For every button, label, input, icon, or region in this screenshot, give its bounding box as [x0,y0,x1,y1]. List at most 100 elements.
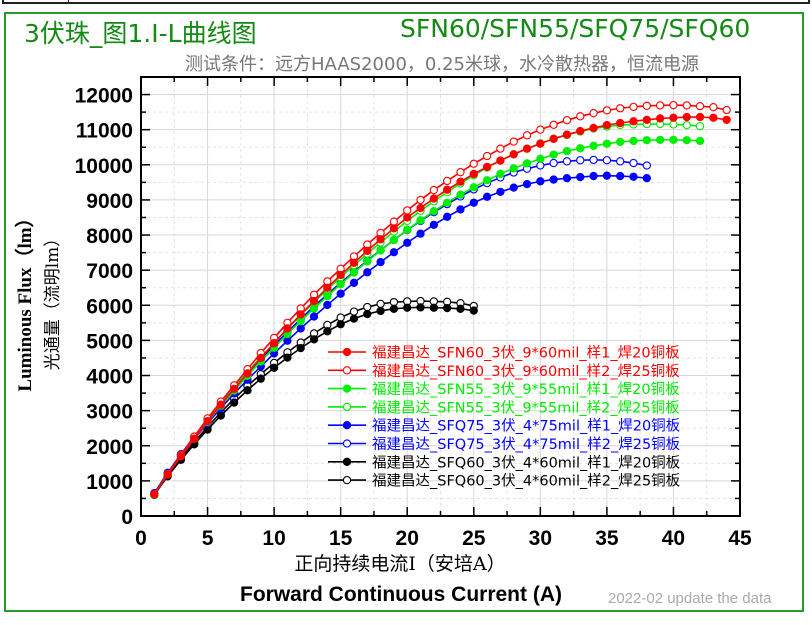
data-point [642,161,651,170]
data-point [389,304,399,313]
data-point [309,312,319,321]
data-point [323,291,332,301]
data-point [230,398,239,407]
data-point [709,103,718,112]
data-point [469,183,478,192]
data-point [669,100,678,110]
data-point [589,109,598,118]
data-point [536,139,545,148]
y-tick-label: 4000 [86,366,133,389]
update-note: 2022-02 update the data [608,590,772,607]
data-point [509,137,518,146]
data-point [283,324,292,333]
data-point [296,343,305,353]
data-point [589,141,598,150]
data-point [416,195,425,205]
data-point [416,229,425,238]
data-point [682,136,691,145]
data-point [469,198,478,207]
data-point [536,125,545,134]
data-point [629,172,638,181]
data-point [682,120,691,130]
data-point [576,156,585,165]
data-point [522,144,532,153]
data-point [309,296,319,306]
data-point [283,353,292,362]
x-tick-label: 0 [135,527,147,550]
data-point [682,112,691,122]
chart-title: 3伏珠_图1.I-L曲线图 [24,19,257,48]
x-tick-label: 20 [396,527,419,550]
series-1 [150,112,731,499]
data-point [443,212,452,221]
legend-label: 福建昌达_SFQ75_3伏_4*75mil_样1_焊20铜板 [372,417,681,435]
data-point [536,161,545,170]
data-point [269,363,279,372]
data-point [416,303,425,312]
chart-models: SFN60/SFN55/SFQ75/SFQ60 [400,14,751,43]
data-point [576,126,585,136]
legend-item: 福建昌达_SFQ60_3伏_4*60mil_样2_焊25铜板 [328,472,681,490]
x-tick-label: 30 [529,527,552,550]
x-tick-label: 15 [329,527,353,550]
y-tick-label: 2000 [86,436,133,459]
data-point [562,116,572,125]
data-point [456,190,465,199]
data-point [203,417,212,426]
data-point [403,238,412,247]
data-point [323,283,332,292]
data-point [522,159,532,168]
data-point [363,302,372,312]
data-point [349,314,359,323]
data-point [642,115,651,124]
data-point [496,144,505,153]
data-point [616,171,625,181]
data-point [482,176,492,185]
data-point [509,164,518,173]
data-point [562,146,572,156]
x-tick-label: 45 [728,527,752,550]
data-point [576,172,585,182]
legend-label: 福建昌达_SFQ75_3伏_4*75mil_样2_焊25铜板 [372,435,681,453]
data-point [389,224,399,233]
data-point [309,304,319,313]
data-point [309,335,319,344]
data-point [456,177,465,186]
data-point [496,156,505,165]
data-point [429,303,438,312]
data-point [549,134,558,143]
data-point [336,289,345,298]
x-axis-label: Forward Continuous Current (A) [240,583,562,606]
data-point [403,213,412,222]
data-point [522,131,532,140]
data-point [416,216,425,225]
data-point [443,185,452,194]
data-point [695,122,705,131]
data-point [389,248,399,257]
data-point [695,112,705,122]
data-point [482,192,492,201]
y-tick-label: 9000 [86,190,133,213]
data-point [243,386,252,395]
data-point [695,101,705,111]
data-point [376,235,385,244]
y-axis-label-cn: 光通量（流明lm） [43,230,63,371]
y-tick-label: 6000 [86,295,133,318]
data-point [576,144,585,153]
legend-item: 福建昌达_SFQ75_3伏_4*75mil_样1_焊20铜板 [328,417,681,435]
data-point [176,452,186,461]
x-tick-label: 5 [202,527,214,550]
data-point [389,297,399,307]
data-point [376,306,385,316]
data-point [549,175,558,184]
data-point [655,135,665,145]
data-point [669,113,678,122]
data-point [602,139,612,148]
data-point [722,105,731,115]
data-point [602,156,612,165]
data-point [616,118,625,128]
top-border-divider [68,0,69,2]
data-point [296,316,305,326]
data-point [349,258,359,267]
